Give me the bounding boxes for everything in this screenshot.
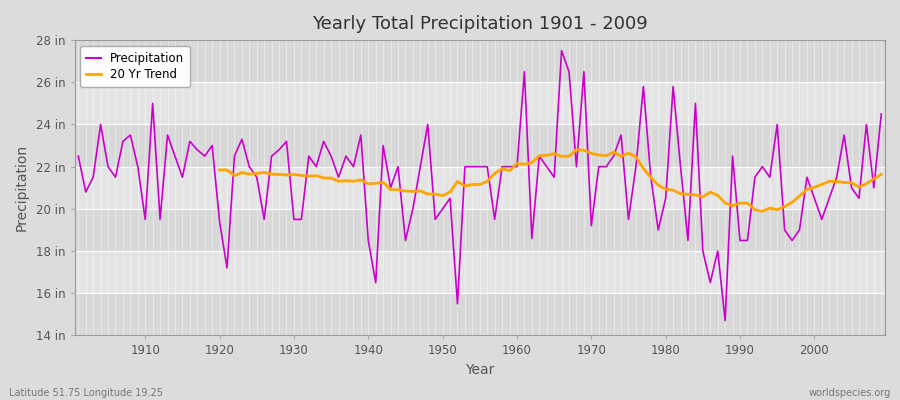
Y-axis label: Precipitation: Precipitation bbox=[15, 144, 29, 231]
Legend: Precipitation, 20 Yr Trend: Precipitation, 20 Yr Trend bbox=[80, 46, 190, 87]
Title: Yearly Total Precipitation 1901 - 2009: Yearly Total Precipitation 1901 - 2009 bbox=[312, 15, 648, 33]
Bar bbox=[75, 167, 885, 209]
Bar bbox=[75, 82, 885, 124]
Bar bbox=[75, 124, 885, 167]
Bar bbox=[75, 40, 885, 82]
Bar bbox=[75, 251, 885, 293]
X-axis label: Year: Year bbox=[465, 363, 494, 377]
Text: worldspecies.org: worldspecies.org bbox=[809, 388, 891, 398]
Bar bbox=[75, 209, 885, 251]
Bar bbox=[75, 293, 885, 336]
Text: Latitude 51.75 Longitude 19.25: Latitude 51.75 Longitude 19.25 bbox=[9, 388, 163, 398]
